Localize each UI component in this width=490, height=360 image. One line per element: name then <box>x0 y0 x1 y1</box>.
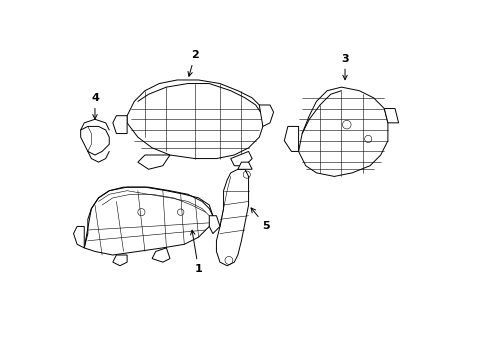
Polygon shape <box>113 255 127 266</box>
Polygon shape <box>284 126 298 152</box>
Polygon shape <box>127 80 263 158</box>
Text: 4: 4 <box>91 93 99 119</box>
Polygon shape <box>152 248 170 262</box>
Polygon shape <box>298 87 388 176</box>
Text: 5: 5 <box>251 208 270 231</box>
Polygon shape <box>384 109 398 123</box>
Polygon shape <box>138 155 170 169</box>
Polygon shape <box>259 105 273 126</box>
Polygon shape <box>217 169 248 266</box>
Text: 2: 2 <box>188 50 199 76</box>
Polygon shape <box>81 126 109 155</box>
Polygon shape <box>113 116 127 134</box>
Polygon shape <box>209 216 220 234</box>
Text: 1: 1 <box>191 230 202 274</box>
Polygon shape <box>238 162 252 169</box>
Polygon shape <box>84 187 213 255</box>
Polygon shape <box>231 152 252 166</box>
Text: 3: 3 <box>341 54 349 80</box>
Polygon shape <box>74 226 84 248</box>
